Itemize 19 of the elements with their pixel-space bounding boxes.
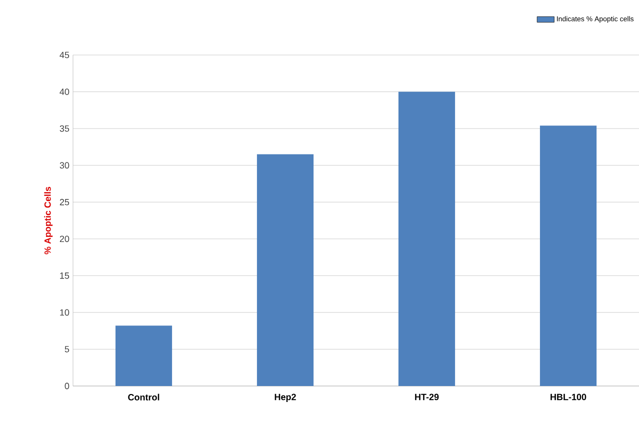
y-tick-label: 10 — [60, 309, 70, 316]
y-tick-label: 0 — [64, 382, 70, 390]
y-tick-label: 25 — [60, 198, 70, 206]
bar — [540, 126, 597, 386]
y-axis-title: % Apoptic Cells — [44, 186, 53, 254]
x-tick-label: Control — [128, 394, 160, 400]
y-tick-label: 20 — [60, 236, 70, 242]
y-tick-label: 15 — [60, 272, 70, 279]
y-tick-label: 45 — [60, 52, 70, 58]
y-tick-label: 30 — [60, 162, 70, 169]
y-tick-label: 5 — [64, 346, 70, 352]
x-tick-label: Hep2 — [274, 394, 296, 402]
x-tick-label: HT-29 — [415, 394, 439, 400]
y-tick-label: 40 — [60, 88, 70, 95]
x-tick-label: HBL-100 — [550, 394, 586, 400]
bar — [398, 92, 456, 386]
y-tick-label: 35 — [60, 125, 70, 132]
bar — [115, 326, 172, 386]
bar — [256, 154, 314, 386]
